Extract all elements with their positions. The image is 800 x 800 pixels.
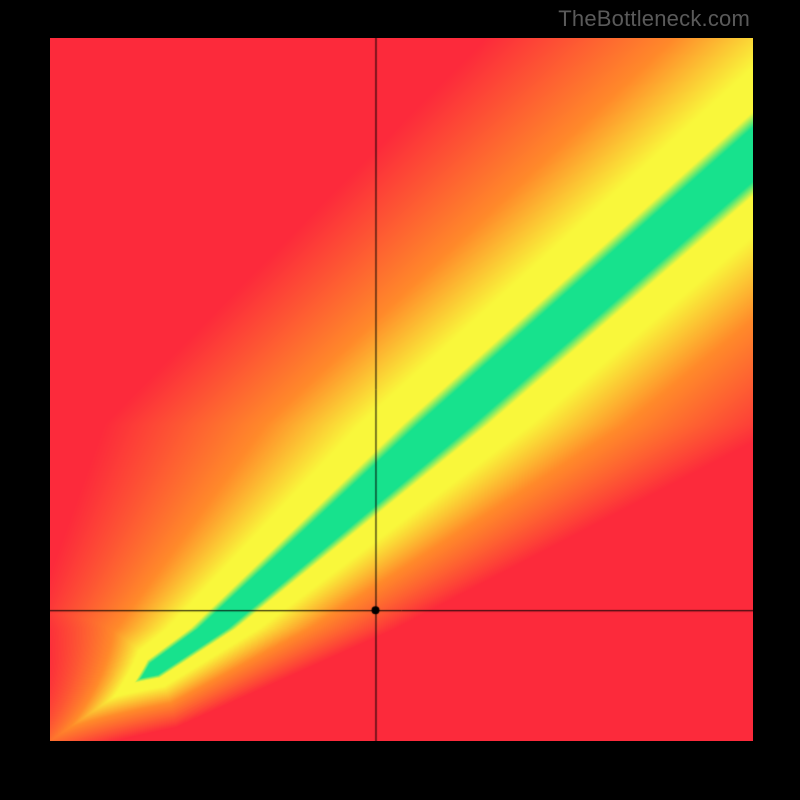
watermark-text: TheBottleneck.com: [558, 6, 750, 32]
bottleneck-heatmap: [50, 38, 753, 741]
